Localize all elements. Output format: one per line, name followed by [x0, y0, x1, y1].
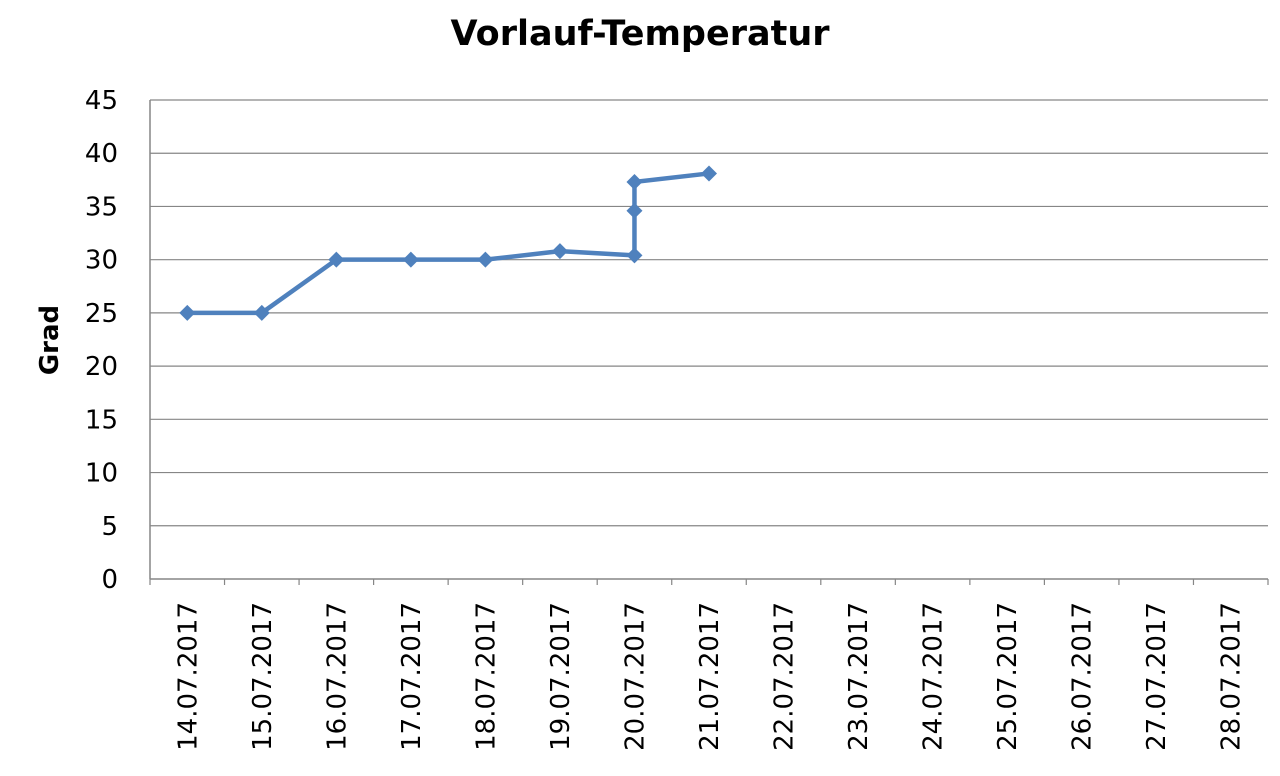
data-point	[626, 202, 643, 219]
x-tick-label: 20.07.2017	[620, 602, 650, 751]
y-tick-label: 20	[85, 352, 118, 382]
y-tick-label: 0	[101, 565, 118, 595]
x-tick-label: 16.07.2017	[322, 602, 352, 751]
data-point	[626, 173, 643, 190]
y-tick-label: 5	[101, 512, 118, 542]
data-point	[701, 165, 717, 182]
data-point	[328, 251, 345, 268]
data-point	[477, 251, 494, 268]
x-tick-label: 19.07.2017	[546, 602, 576, 751]
y-tick-label: 15	[85, 405, 118, 435]
x-tick-label: 26.07.2017	[1068, 602, 1098, 751]
x-tick-label: 23.07.2017	[844, 602, 874, 751]
y-tick-label: 40	[85, 139, 118, 169]
series-line	[185, 171, 712, 316]
data-point	[253, 304, 270, 321]
x-tick-label: 24.07.2017	[919, 602, 949, 751]
x-tick-label: 17.07.2017	[397, 602, 427, 751]
y-tick-label: 10	[85, 459, 118, 489]
data-point	[551, 243, 568, 260]
x-tick-label: 28.07.2017	[1217, 602, 1247, 751]
chart-title: Vorlauf-Temperatur	[450, 14, 830, 54]
y-tick-label: 45	[85, 86, 118, 116]
y-tick-label: 35	[85, 192, 118, 222]
data-point	[179, 304, 196, 321]
y-tick-label: 25	[85, 299, 118, 329]
x-tick-label: 27.07.2017	[1142, 602, 1172, 751]
x-tick-label: 15.07.2017	[248, 602, 278, 751]
x-tick-label: 18.07.2017	[471, 602, 501, 751]
data-point	[402, 251, 419, 268]
x-tick-label: 21.07.2017	[695, 602, 725, 751]
y-tick-label: 30	[85, 246, 118, 276]
x-tick-label: 14.07.2017	[173, 602, 203, 751]
x-tick-label: 25.07.2017	[993, 602, 1023, 751]
x-tick-label: 22.07.2017	[770, 602, 800, 751]
data-point	[626, 247, 643, 264]
